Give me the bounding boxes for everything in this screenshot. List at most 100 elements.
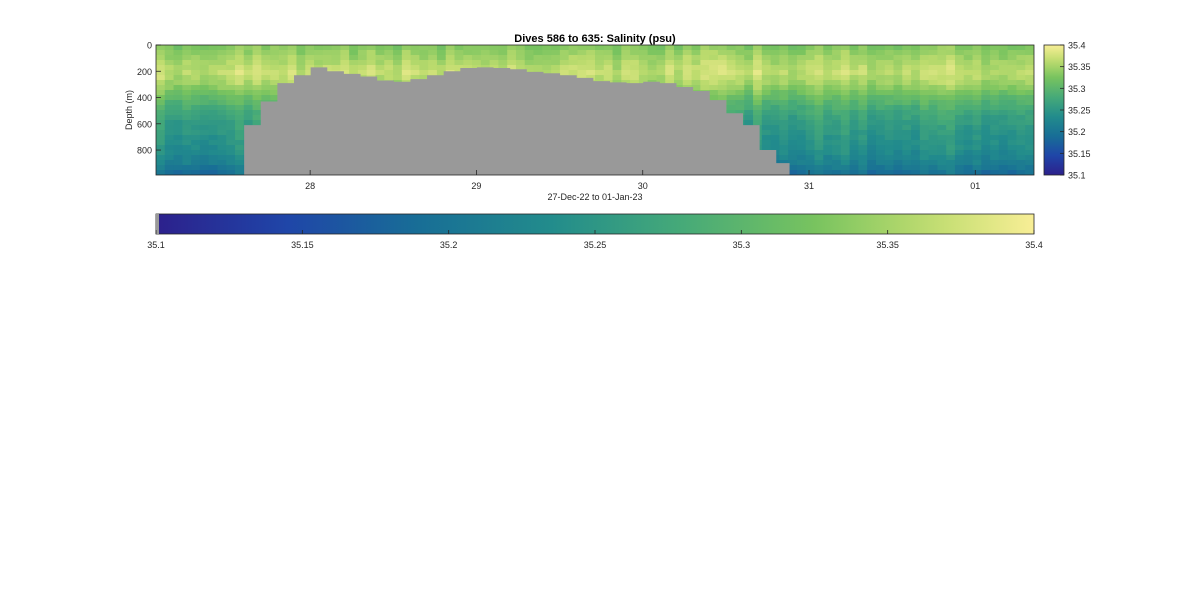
heatmap-cell bbox=[252, 80, 262, 86]
heatmap-cell bbox=[349, 65, 359, 71]
heatmap-cell bbox=[1007, 165, 1018, 171]
heatmap-cell bbox=[814, 145, 824, 151]
heatmap-cell bbox=[436, 45, 447, 51]
heatmap-cell bbox=[753, 110, 763, 116]
heatmap-cell bbox=[498, 65, 508, 71]
heatmap-cell bbox=[884, 130, 895, 136]
heatmap-cell bbox=[709, 70, 719, 76]
heatmap-cell bbox=[243, 45, 254, 51]
heatmap-cell bbox=[270, 75, 280, 81]
heatmap-cell bbox=[401, 45, 412, 51]
heatmap-cell bbox=[796, 60, 807, 66]
heatmap-cell bbox=[911, 50, 921, 56]
heatmap-cell bbox=[998, 50, 1009, 56]
heatmap-cell bbox=[340, 70, 350, 76]
heatmap-cell bbox=[753, 45, 763, 51]
heatmap-cell bbox=[788, 85, 798, 91]
heatmap-cell bbox=[199, 140, 210, 146]
heatmap-cell bbox=[858, 125, 868, 131]
heatmap-cell bbox=[208, 155, 219, 161]
heatmap-cell bbox=[173, 95, 183, 101]
heatmap-cell bbox=[393, 50, 403, 56]
heatmap-cell bbox=[858, 130, 868, 136]
heatmap-cell bbox=[884, 60, 895, 66]
heatmap-cell bbox=[691, 55, 701, 61]
heatmap-cell bbox=[630, 50, 640, 56]
heatmap-cell bbox=[726, 55, 737, 61]
heatmap-cell bbox=[235, 50, 245, 56]
heatmap-cell bbox=[946, 110, 956, 116]
heatmap-cell bbox=[884, 65, 895, 71]
heatmap-cell bbox=[998, 70, 1009, 76]
heatmap-cell bbox=[779, 105, 789, 111]
heatmap-cell bbox=[928, 50, 939, 56]
heatmap-cell bbox=[217, 140, 227, 146]
heatmap-cell bbox=[665, 70, 675, 76]
heatmap-cell bbox=[788, 105, 798, 111]
heatmap-cell bbox=[156, 170, 166, 175]
heatmap-cell bbox=[963, 105, 974, 111]
heatmap-cell bbox=[191, 150, 201, 156]
heatmap-cell bbox=[744, 65, 754, 71]
heatmap-cell bbox=[963, 155, 974, 161]
heatmap-cell bbox=[954, 100, 965, 106]
heatmap-cell bbox=[217, 80, 227, 86]
heatmap-cell bbox=[946, 70, 956, 76]
heatmap-cell bbox=[753, 105, 763, 111]
heatmap-cell bbox=[164, 60, 175, 66]
heatmap-cell bbox=[814, 150, 824, 156]
heatmap-cell bbox=[858, 120, 868, 126]
heatmap-cell bbox=[788, 115, 798, 121]
heatmap-cell bbox=[717, 45, 728, 51]
heatmap-cell bbox=[823, 160, 833, 166]
heatmap-cell bbox=[559, 55, 570, 61]
heatmap-cell bbox=[963, 120, 974, 126]
heatmap-cell bbox=[972, 60, 982, 66]
heatmap-cell bbox=[612, 75, 622, 81]
heatmap-cell bbox=[814, 115, 824, 121]
heatmap-cell bbox=[384, 65, 394, 71]
heatmap-cell bbox=[235, 125, 245, 131]
heatmap-cell bbox=[998, 155, 1009, 161]
heatmap-cell bbox=[217, 110, 227, 116]
heatmap-cell bbox=[173, 165, 183, 171]
heatmap-cell bbox=[226, 160, 236, 166]
heatmap-cell bbox=[1007, 65, 1018, 71]
heatmap-cell bbox=[173, 55, 183, 61]
heatmap-cell bbox=[533, 50, 543, 56]
heatmap-cell bbox=[1016, 115, 1026, 121]
x-tick-label: 29 bbox=[471, 181, 481, 191]
heatmap-cell bbox=[990, 70, 1000, 76]
heatmap-cell bbox=[902, 75, 912, 81]
heatmap-cell bbox=[235, 60, 245, 66]
heatmap-cell bbox=[796, 50, 807, 56]
heatmap-cell bbox=[1025, 155, 1034, 161]
y-tick-label: 400 bbox=[137, 93, 152, 103]
heatmap-cell bbox=[1016, 80, 1026, 86]
heatmap-cell bbox=[314, 60, 324, 66]
heatmap-cell bbox=[366, 70, 377, 76]
heatmap-cell bbox=[173, 170, 183, 175]
heatmap-cell bbox=[963, 75, 974, 81]
heatmap-cell bbox=[753, 55, 763, 61]
heatmap-cell bbox=[779, 45, 789, 51]
heatmap-cell bbox=[428, 60, 438, 66]
heatmap-cell bbox=[805, 85, 816, 91]
heatmap-cell bbox=[849, 80, 859, 86]
heatmap-cell bbox=[261, 95, 271, 101]
heatmap-cell bbox=[164, 65, 175, 71]
heatmap-cell bbox=[902, 150, 912, 156]
heatmap-cell bbox=[665, 65, 675, 71]
heatmap-cell bbox=[709, 75, 719, 81]
heatmap-cell bbox=[840, 150, 851, 156]
heatmap-cell bbox=[884, 110, 895, 116]
heatmap-cell bbox=[761, 90, 772, 96]
heatmap-cell bbox=[621, 45, 631, 51]
heatmap-cell bbox=[656, 75, 666, 81]
vertical-colorbar-tick-label: 35.25 bbox=[1068, 106, 1091, 116]
heatmap-cell bbox=[928, 160, 939, 166]
heatmap-cell bbox=[963, 145, 974, 151]
heatmap-cell bbox=[1016, 160, 1026, 166]
heatmap-cell bbox=[586, 50, 596, 56]
heatmap-cell bbox=[603, 60, 614, 66]
